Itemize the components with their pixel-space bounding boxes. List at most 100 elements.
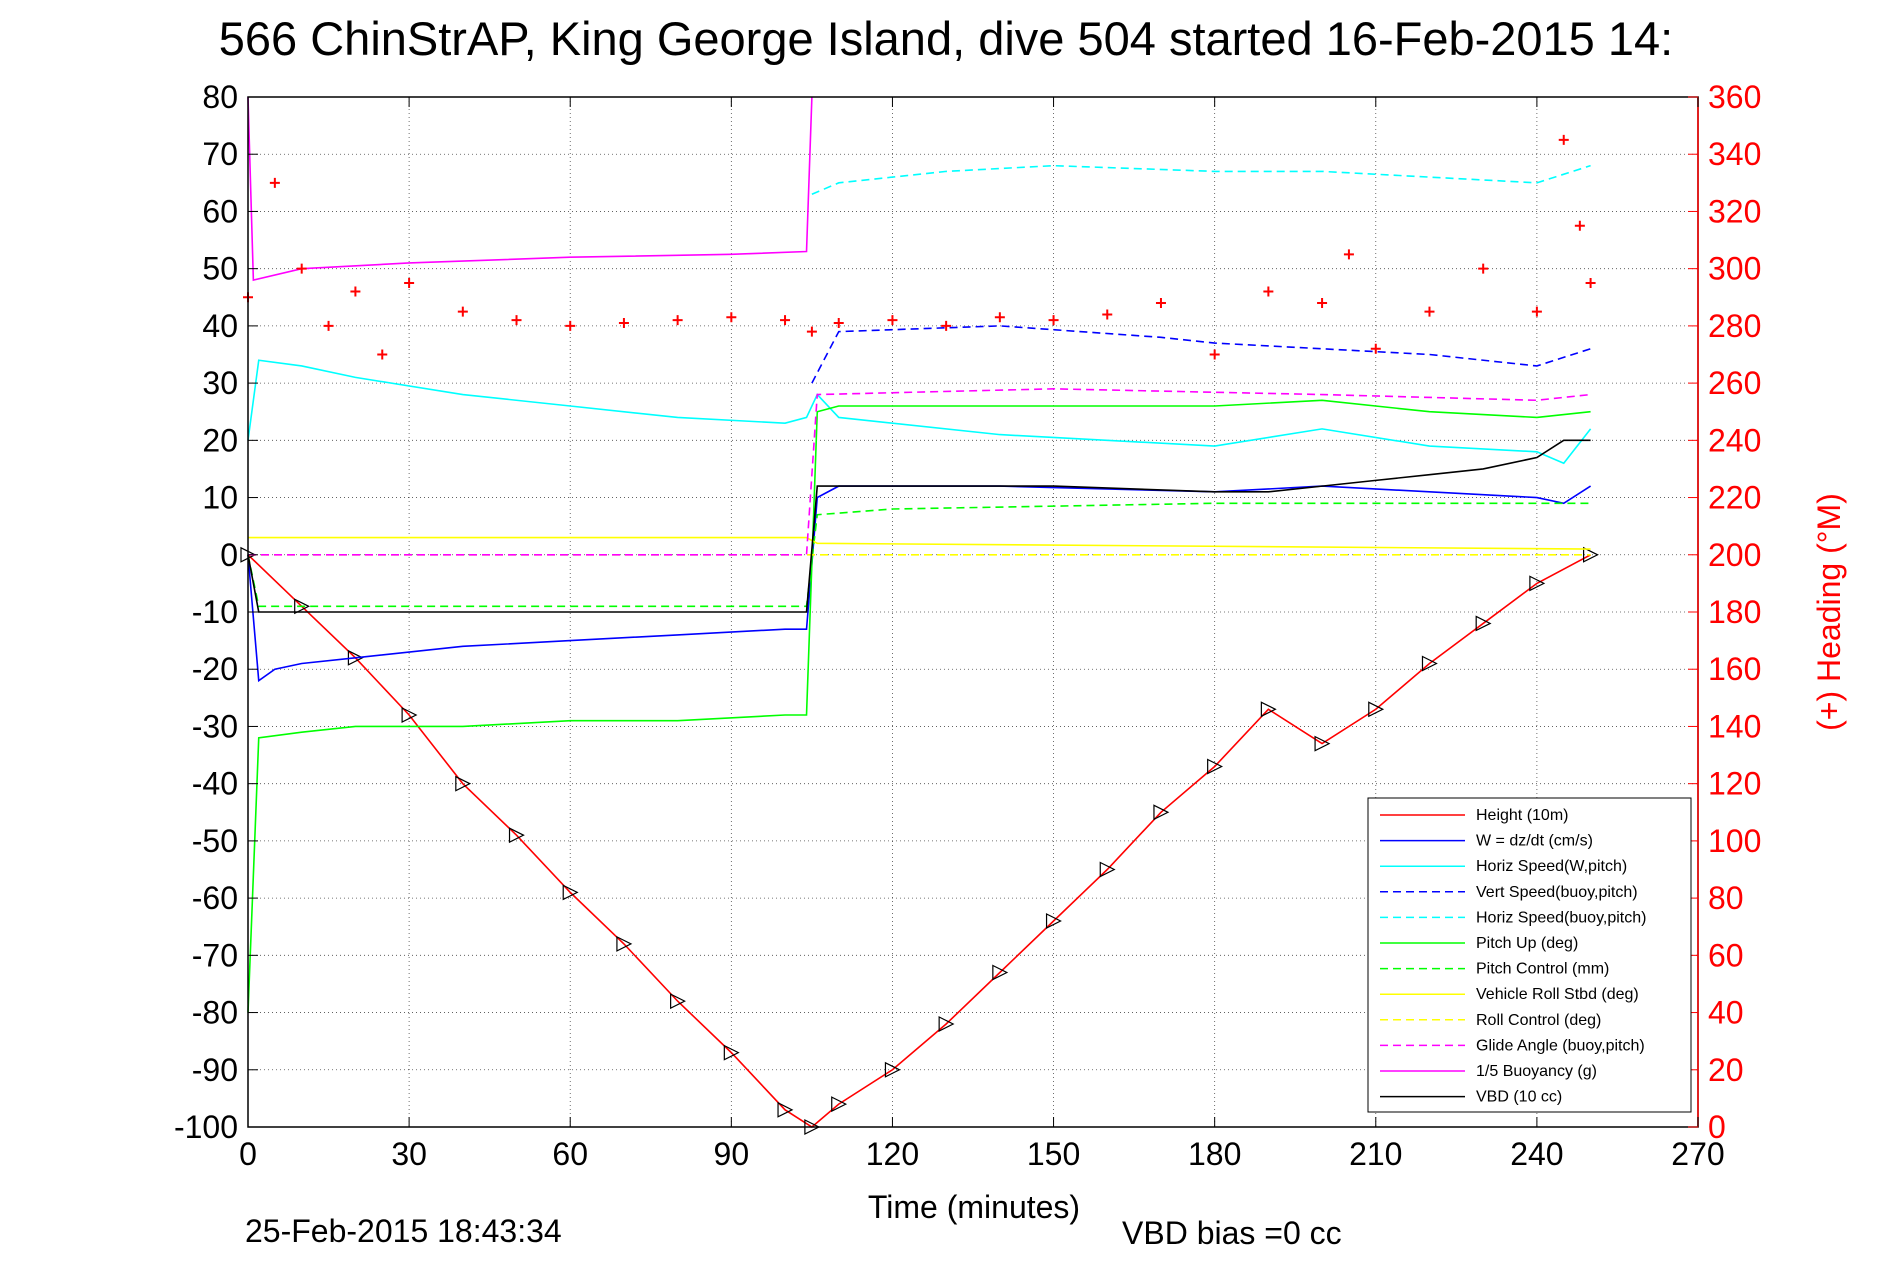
y2-tick-label: 20 (1708, 1052, 1744, 1088)
heading-marker (726, 312, 737, 323)
y-tick-label: 70 (202, 136, 238, 172)
x-axis-label: Time (minutes) (868, 1189, 1080, 1225)
y-tick-label: 40 (202, 308, 238, 344)
heading-marker (1558, 134, 1569, 145)
heading-marker (780, 315, 791, 326)
depth-marker (1582, 546, 1599, 563)
legend-label: Roll Control (deg) (1476, 1012, 1601, 1029)
y2-tick-label: 320 (1708, 193, 1761, 229)
depth-marker (508, 827, 525, 844)
y-tick-label: 10 (202, 480, 238, 516)
x-tick-label: 90 (714, 1136, 750, 1172)
y-tick-label: -70 (192, 937, 238, 973)
y-tick-label: -100 (174, 1109, 238, 1145)
heading-marker (806, 326, 817, 337)
heading-marker (1585, 277, 1596, 288)
series-vert-speed-buoy-pitch (811, 325, 1591, 384)
footer-timestamp: 25-Feb-2015 18:43:34 (245, 1213, 562, 1249)
depth-marker (1314, 735, 1331, 752)
y2-tick-label: 120 (1708, 766, 1761, 802)
depth-marker (1207, 758, 1224, 775)
x-tick-label: 270 (1671, 1136, 1724, 1172)
heading-marker (269, 177, 280, 188)
y-tick-label: -10 (192, 594, 238, 630)
x-tick-label: 210 (1349, 1136, 1402, 1172)
depth-marker (562, 884, 579, 901)
legend-label: Pitch Up (deg) (1476, 935, 1578, 952)
depth-marker (723, 1044, 740, 1061)
y-tick-label: -40 (192, 766, 238, 802)
y-tick-label: 60 (202, 193, 238, 229)
legend-item: Pitch Control (mm) (1380, 961, 1609, 978)
series-vehicle-roll-stbd-deg (248, 536, 1591, 550)
legend-item: Height (10m) (1380, 807, 1568, 824)
series-line (247, 359, 1592, 465)
y-tick-label: -20 (192, 651, 238, 687)
legend-item: Vert Speed(buoy,pitch) (1380, 884, 1638, 901)
series-horiz-speed-w-pitch (247, 359, 1592, 465)
depth-marker (1153, 804, 1170, 821)
legend-item: Vehicle Roll Stbd (deg) (1380, 986, 1639, 1003)
y-tick-label: -80 (192, 995, 238, 1031)
y-tick-label: -50 (192, 823, 238, 859)
legend-label: W = dz/dt (cm/s) (1476, 833, 1593, 850)
heading-marker (1424, 306, 1435, 317)
legend-item: Horiz Speed(buoy,pitch) (1380, 909, 1646, 926)
depth-marker (831, 1096, 848, 1113)
series-glide-angle-buoy-pitch (248, 388, 1591, 556)
depth-marker (1421, 655, 1438, 672)
y2-tick-label: 80 (1708, 880, 1744, 916)
heading-marker (1343, 249, 1354, 260)
depth-marker (938, 1016, 955, 1032)
series-horiz-speed-buoy-pitch (811, 164, 1591, 196)
legend-label: Horiz Speed(W,pitch) (1476, 858, 1627, 875)
legend-box (1367, 797, 1692, 1113)
series-pitch-up-deg (247, 399, 1591, 1013)
heading-marker (833, 318, 844, 329)
series-line (248, 536, 1591, 550)
legend-label: 1/5 Buoyancy (g) (1476, 1063, 1597, 1080)
y-tick-label: -30 (192, 708, 238, 744)
heading-marker (672, 315, 683, 326)
heading-marker (618, 318, 629, 329)
axis-ticks: 0 30 60 90 120 150 180 210 240 270 80 70 60 50 40 30 20 1… (174, 79, 1761, 1172)
y2-tick-label: 360 (1708, 79, 1761, 115)
series-line (247, 554, 1591, 1128)
series-line (247, 502, 1591, 608)
series-line (247, 439, 1591, 613)
heading-marker (323, 320, 334, 331)
chart-title: 566 ChinStrAP, King George Island, dive … (219, 12, 1673, 65)
y2-tick-label: 340 (1708, 136, 1761, 172)
y2-tick-label: 200 (1708, 537, 1761, 573)
heading-marker (296, 263, 307, 274)
depth-marker (1529, 575, 1546, 592)
heading-marker (994, 312, 1005, 323)
heading-marker (1370, 343, 1381, 354)
legend-label: Vert Speed(buoy,pitch) (1476, 884, 1638, 901)
x-tick-label: 150 (1027, 1136, 1080, 1172)
x-tick-label: 120 (866, 1136, 919, 1172)
series-line (811, 164, 1591, 196)
y2-tick-label: 260 (1708, 365, 1761, 401)
footer-vbd-bias: VBD bias =0 cc (1122, 1215, 1342, 1251)
y2-tick-label: 40 (1708, 995, 1744, 1031)
heading-marker (941, 320, 952, 331)
depth-marker (884, 1061, 901, 1078)
y-tick-label: 30 (202, 365, 238, 401)
series-line (247, 485, 1592, 683)
legend-item: 1/5 Buoyancy (g) (1380, 1063, 1597, 1080)
x-tick-label: 60 (552, 1136, 588, 1172)
legend-item: Glide Angle (buoy,pitch) (1380, 1037, 1645, 1054)
y-tick-label: 50 (202, 251, 238, 287)
series-line (247, 399, 1591, 1013)
heading-marker (1478, 263, 1489, 274)
heading-marker (1155, 298, 1166, 308)
y2-tick-label: 220 (1708, 480, 1761, 516)
depth-marker (1260, 701, 1277, 718)
x-tick-label: 0 (239, 1136, 257, 1172)
legend-label: Glide Angle (buoy,pitch) (1476, 1037, 1645, 1054)
depth-marker (670, 993, 686, 1010)
series-line (811, 325, 1591, 384)
legend-item: W = dz/dt (cm/s) (1380, 833, 1593, 850)
